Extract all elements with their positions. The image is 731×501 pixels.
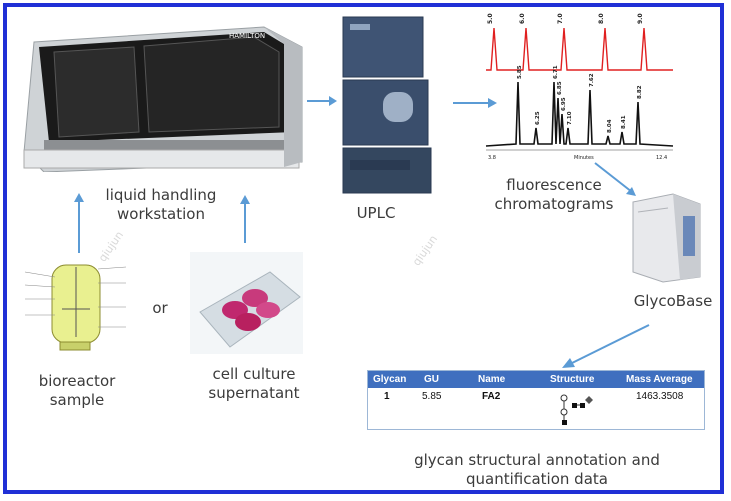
black-peak-label: 7.62 bbox=[589, 73, 595, 87]
liquid-handling-label: liquid handling workstation bbox=[105, 186, 217, 223]
cell-gu: 5.85 bbox=[422, 391, 442, 402]
black-peak-label: 6.85 bbox=[557, 81, 563, 95]
x-end-label: 12.4 bbox=[656, 155, 667, 161]
arrow-cellculture-up bbox=[240, 195, 250, 243]
chromatograms: 5.0 6.0 7.0 8.0 9.0 5.85 6.25 6.71 6.85 6.957.10 7… bbox=[485, 13, 674, 161]
liquid-handler-image: HAMILTON bbox=[23, 26, 303, 172]
red-peak-label: 9.0 bbox=[637, 13, 644, 24]
black-trace bbox=[485, 81, 674, 147]
glycan-table: Glycan GU Name Structure Mass Average 1 … bbox=[367, 370, 705, 430]
uplc-image bbox=[342, 16, 432, 194]
annotation-label: glycan structural annotation and quantif… bbox=[414, 451, 660, 488]
fluorescence-label: fluorescence chromatograms bbox=[494, 176, 614, 213]
black-peak-label: 5.85 bbox=[517, 65, 523, 79]
red-peak-label: 5.0 bbox=[487, 13, 494, 24]
header-glycan: Glycan bbox=[373, 374, 407, 385]
black-peak-label: 7.10 bbox=[567, 111, 573, 125]
black-peak-label: 6.25 bbox=[535, 111, 541, 125]
glycan-structure-icon bbox=[560, 394, 593, 425]
hamilton-brand: HAMILTON bbox=[229, 32, 265, 40]
bioreactor-image bbox=[24, 264, 127, 351]
arrow-to-glycobase bbox=[594, 162, 636, 196]
glycobase-label: GlycoBase bbox=[633, 292, 713, 310]
table-header: Glycan GU Name Structure Mass Average bbox=[368, 371, 704, 388]
cell-glycan: 1 bbox=[384, 391, 390, 402]
uplc-label: UPLC bbox=[356, 204, 396, 222]
cell-name: FA2 bbox=[482, 391, 501, 402]
arrow-to-uplc bbox=[307, 96, 337, 106]
header-mass-average: Mass Average bbox=[626, 374, 693, 385]
header-name: Name bbox=[478, 374, 506, 385]
black-peak-label: 8.41 bbox=[621, 115, 627, 129]
arrow-bioreactor-up bbox=[74, 193, 84, 253]
black-peak-label: 6.95 bbox=[561, 97, 567, 111]
cell-culture-image bbox=[190, 252, 303, 354]
server-image bbox=[632, 193, 701, 283]
red-peak-label: 6.0 bbox=[519, 13, 526, 24]
bioreactor-label: bioreactor sample bbox=[38, 372, 116, 409]
x-start-label: 3.8 bbox=[488, 155, 496, 161]
header-structure: Structure bbox=[550, 374, 595, 385]
arrow-to-chromatogram bbox=[453, 98, 497, 108]
black-peak-label: 6.71 bbox=[553, 65, 559, 79]
table-row: 1 5.85 FA2 1463.3508 bbox=[368, 388, 704, 428]
arrow-to-table bbox=[562, 324, 650, 368]
black-peak-label: 8.82 bbox=[637, 85, 643, 99]
cell-mass-average: 1463.3508 bbox=[636, 391, 684, 402]
black-peak-label: 8.04 bbox=[607, 119, 613, 133]
x-axis-label: Minutes bbox=[574, 155, 594, 161]
red-peak-label: 7.0 bbox=[557, 13, 564, 24]
cell-culture-label: cell culture supernatant bbox=[208, 365, 300, 402]
red-peak-label: 8.0 bbox=[598, 13, 605, 24]
red-trace bbox=[486, 27, 673, 71]
header-gu: GU bbox=[424, 374, 439, 385]
or-label: or bbox=[152, 299, 168, 317]
